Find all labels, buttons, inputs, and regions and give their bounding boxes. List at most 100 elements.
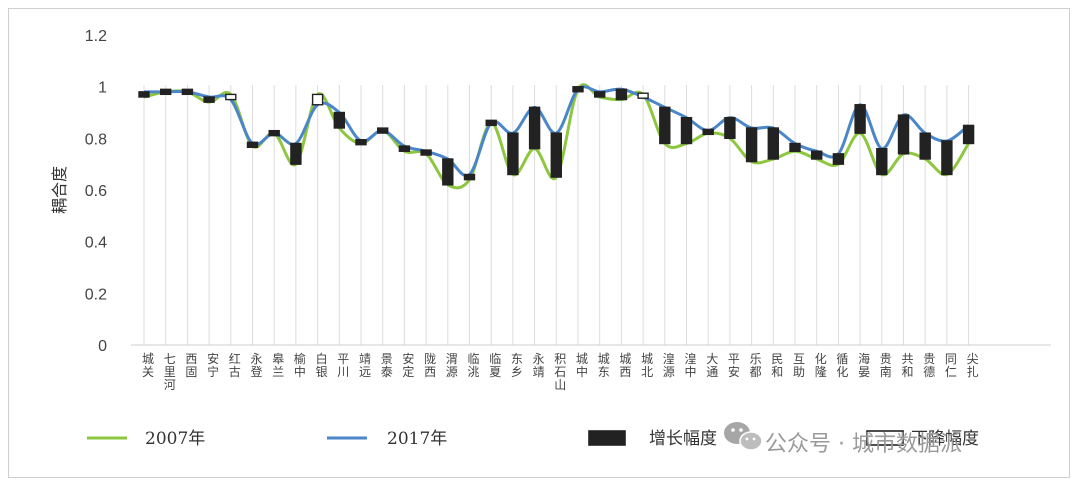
increase-bar (333, 111, 345, 129)
increase-bar (507, 132, 519, 176)
legend-label: 2007年 (145, 429, 205, 449)
x-axis-categories: 城关七里河西固安宁红古永登皋兰榆中白银平川靖远景泰安定陇西渭源临洮临夏东乡永靖积… (142, 351, 979, 392)
x-tick-label: 尖扎 (967, 352, 979, 379)
increase-bar (442, 158, 454, 186)
increase-bar (789, 142, 801, 152)
coupling-chart: 1.2 1 0.8 0.6 0.4 0.2 0 耦合度 城关七里河西固安宁红古永登皋兰榆中白… (50, 28, 1051, 457)
x-tick-label: 城北 (641, 352, 653, 379)
y-tick-label: 1 (98, 80, 107, 97)
legend: 2007年 2017年 增长幅度 下降幅度 (87, 429, 979, 449)
watermark-text: 公众号 · 城市数据派 (765, 432, 962, 457)
chart-frame: 1.2 1 0.8 0.6 0.4 0.2 0 耦合度 城关 七里河 西固 安宁 红古 永登 皋兰 榆中白… (8, 8, 1070, 478)
increase-bar (745, 127, 758, 163)
legend-label: 下降幅度 (911, 429, 979, 449)
wechat-icon (724, 422, 763, 451)
x-tick-label: 湟中 (684, 352, 696, 379)
increase-bar (485, 119, 497, 127)
increase-bar (181, 88, 194, 96)
y-tick-label: 0 (98, 338, 107, 355)
increase-bar (594, 91, 606, 98)
increase-bar (962, 124, 975, 145)
legend-2017: 2017年 (327, 429, 447, 449)
increase-bar (398, 145, 411, 152)
increase-bar (550, 132, 562, 178)
change-bars (138, 86, 975, 186)
legend-decrease: 下降幅度 (866, 429, 979, 449)
increase-bar (268, 129, 280, 137)
x-tick-label: 互助 (793, 352, 805, 379)
x-tick-label: 共和 (901, 352, 913, 379)
x-tick-label: 积石山 (554, 352, 566, 392)
x-tick-label: 红古 (229, 351, 241, 379)
increase-bar (203, 96, 215, 103)
y-tick-label: 0.2 (85, 286, 107, 303)
x-tick-label: 安宁 (207, 351, 219, 379)
y-tick-label: 0.6 (85, 183, 107, 200)
increase-bar (572, 86, 584, 93)
x-tick-label: 西固 (185, 352, 197, 379)
increase-bar (919, 132, 931, 160)
x-tick-label: 同仁 (945, 352, 957, 379)
x-tick-label: 平川 (337, 352, 349, 379)
x-tick-label: 皋兰 (272, 351, 284, 379)
increase-bar (659, 106, 671, 145)
increase-bar (355, 139, 367, 146)
y-axis-label: 耦合度 (50, 166, 69, 214)
increase-bar (941, 140, 953, 176)
x-tick-label: 平安 (728, 352, 740, 379)
x-tick-label: 临夏 (489, 352, 501, 379)
increase-bar (377, 127, 389, 134)
legend-2007: 2007年 (87, 429, 205, 449)
x-tick-label: 靖远 (359, 352, 371, 379)
x-tick-label: 渭源 (446, 352, 458, 379)
grid-lines (131, 85, 1051, 346)
x-tick-label: 乐都 (750, 352, 762, 379)
increase-bar (854, 104, 866, 134)
increase-bar (159, 88, 172, 96)
increase-bar (897, 114, 910, 155)
legend-label: 增长幅度 (649, 429, 717, 449)
y-tick-label: 0.8 (85, 131, 107, 148)
watermark: 公众号 · 城市数据派 (724, 422, 962, 457)
increase-bar (832, 153, 845, 165)
increase-bar (767, 127, 779, 160)
x-tick-label: 永靖 (533, 352, 545, 379)
legend-swatch (866, 430, 904, 446)
legend-label: 2017年 (387, 429, 447, 449)
increase-bar (811, 150, 823, 160)
increase-bar (246, 141, 259, 148)
increase-bar (528, 106, 541, 150)
x-tick-label: 陇西 (424, 351, 436, 379)
x-tick-label: 循化 (836, 352, 848, 379)
x-tick-label: 城关 (142, 352, 154, 379)
increase-bar (463, 173, 476, 181)
increase-bar (680, 116, 693, 145)
y-tick-label: 0.4 (85, 235, 107, 252)
x-tick-label: 七里河 (164, 352, 176, 392)
x-tick-label: 城中 (576, 352, 588, 379)
increase-bar (290, 142, 302, 165)
x-tick-label: 永登 (250, 352, 262, 379)
x-tick-label: 东乡 (511, 352, 523, 379)
increase-bar (724, 116, 736, 140)
x-tick-label: 海晏 (858, 351, 870, 379)
x-tick-label: 榆中 (294, 351, 306, 379)
decrease-bar (637, 92, 649, 99)
x-tick-label: 大通 (706, 352, 718, 379)
x-tick-label: 贵南 (880, 352, 892, 379)
x-tick-label: 白银 (316, 351, 328, 379)
x-tick-label: 民和 (771, 352, 783, 379)
x-tick-label: 湟源 (663, 352, 675, 379)
y-tick-label: 1.2 (85, 28, 107, 45)
x-tick-label: 化隆 (815, 352, 827, 379)
increase-bar (615, 88, 628, 101)
increase-bar (420, 149, 432, 156)
decrease-bar (311, 93, 324, 106)
legend-swatch (588, 430, 626, 446)
increase-bar (876, 147, 888, 176)
decrease-bar (225, 93, 237, 101)
y-axis-ticks: 1.2 1 0.8 0.6 0.4 0.2 0 (85, 28, 107, 355)
x-tick-label: 贵德 (923, 352, 935, 379)
x-tick-label: 景泰 (381, 352, 393, 379)
increase-bar (702, 128, 714, 136)
